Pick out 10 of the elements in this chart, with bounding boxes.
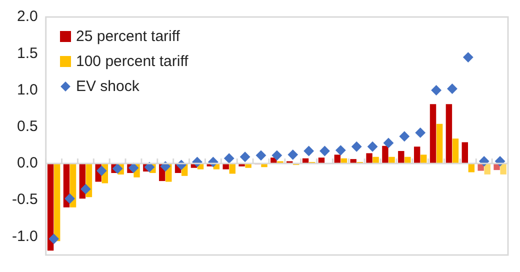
y-tick-label: 0.5 <box>16 118 38 135</box>
y-tick-label: 2.0 <box>16 8 38 26</box>
y-tick-label: 1.0 <box>16 81 38 98</box>
y-tick-label: 0.0 <box>16 154 38 172</box>
y-tick-label: -1.0 <box>12 228 38 245</box>
legend-label: EV shock <box>76 78 140 95</box>
y-tick-label: -0.5 <box>12 191 38 208</box>
legend-label: 100 percent tariff <box>76 53 188 70</box>
legend-label: 25 percent tariff <box>76 28 180 45</box>
y-tick-label: 1.5 <box>16 44 38 62</box>
